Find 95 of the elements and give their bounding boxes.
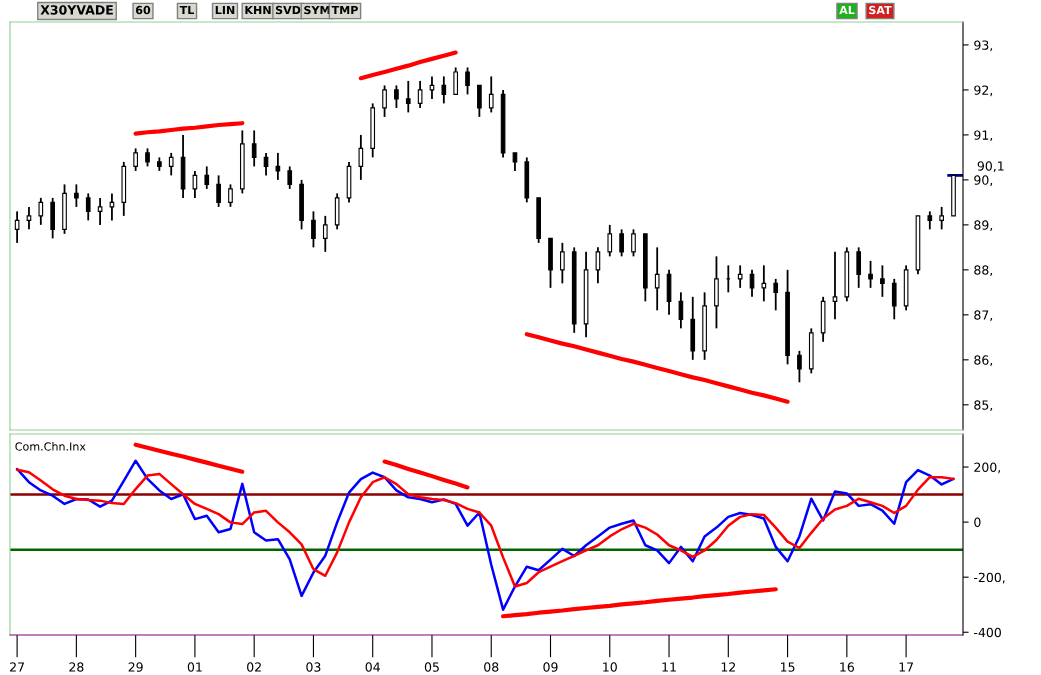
candlestick [880, 264, 885, 298]
text: KHN [245, 5, 271, 15]
y-tick-label: 92, [974, 85, 993, 97]
candlestick [488, 75, 494, 114]
candlestick [216, 174, 221, 208]
candlestick [465, 66, 470, 96]
x-tick-label: 05 [424, 662, 439, 672]
x-tick-label: 11 [662, 662, 676, 672]
x-tick-label: 16 [840, 662, 854, 672]
candlestick [595, 246, 601, 285]
candlestick [761, 264, 767, 303]
candlestick [891, 277, 897, 321]
candlestick [631, 228, 636, 258]
candlestick [856, 246, 862, 289]
candlestick [939, 205, 944, 231]
candlestick [14, 210, 20, 244]
candlestick [607, 223, 613, 258]
candlestick [394, 84, 399, 109]
chart-title: X30YVADE [40, 5, 113, 15]
candlestick [287, 165, 293, 190]
y-tick-label: 0 [974, 517, 981, 528]
x-tick-label: 10 [603, 662, 617, 672]
candlestick [560, 241, 565, 285]
candlestick [382, 84, 387, 118]
text: TL [179, 5, 195, 15]
candlestick [311, 210, 316, 249]
candlestick [749, 268, 755, 298]
x-tick-label: 03 [306, 662, 321, 672]
candlestick [678, 291, 684, 330]
y-tick-label: 91, [974, 130, 993, 142]
x-tick-label: 15 [780, 662, 795, 672]
candlestick [619, 228, 624, 258]
text: 60 [135, 5, 151, 15]
line-series [15, 459, 955, 611]
candlestick [429, 75, 435, 100]
candlestick [109, 192, 115, 222]
candlestick [358, 134, 364, 181]
candlestick [133, 147, 138, 172]
candlestick [38, 196, 44, 226]
line-series [524, 332, 790, 404]
candlestick [441, 75, 447, 105]
text: AL [839, 5, 855, 15]
text: TMP [331, 5, 358, 15]
ref-line-label: 90,1 [977, 161, 1004, 172]
candlestick [228, 183, 233, 208]
candlestick [417, 80, 423, 109]
text: SAT [869, 5, 892, 15]
x-tick-label: 17 [899, 662, 913, 672]
candlestick [74, 183, 79, 208]
candlestick [868, 259, 873, 289]
candlestick [251, 129, 257, 168]
candlestick [97, 196, 103, 226]
x-tick-label: 04 [365, 662, 380, 672]
x-tick-label: 08 [484, 662, 499, 672]
candlestick [85, 192, 91, 222]
line-series [501, 587, 778, 619]
candlestick [477, 84, 482, 118]
candlestick [832, 250, 838, 321]
x-tick-label: 28 [69, 662, 84, 672]
text: SVD [275, 5, 301, 15]
candlestick [322, 214, 328, 253]
candlestick [654, 246, 660, 312]
candlestick [405, 80, 411, 114]
candlestick [453, 66, 459, 96]
x-tick-label: 29 [128, 662, 143, 672]
candlestick [26, 205, 32, 231]
y-tick-label: 89, [974, 220, 993, 232]
y-tick-label: 200, [974, 462, 1001, 474]
y-tick-label: 85, [974, 400, 993, 412]
candlestick [275, 151, 281, 181]
candlestick [204, 165, 210, 190]
text: LIN [215, 5, 235, 15]
x-tick-label: 09 [543, 662, 558, 672]
x-tick-label: 01 [187, 662, 202, 672]
y-tick-label: 93, [974, 40, 993, 52]
line-series [15, 468, 955, 588]
line-series [133, 121, 245, 136]
y-tick-label: 88, [974, 265, 993, 277]
annotation: Com.Chn.Inx [15, 442, 86, 451]
y-tick-label: 86, [974, 355, 993, 367]
y-tick-label: -200, [974, 572, 1005, 584]
candlestick [737, 264, 743, 289]
y-tick-label: 87, [974, 310, 993, 322]
candlestick [797, 349, 802, 384]
candlestick [773, 277, 779, 312]
x-tick-label: 12 [721, 662, 736, 672]
candlestick [192, 169, 198, 199]
line-series [133, 442, 245, 474]
x-tick-label: 02 [247, 662, 261, 672]
y-tick-label: -400 [974, 627, 1001, 638]
y-tick-label: 90, [974, 175, 993, 187]
candlestick [168, 151, 174, 177]
line-series [382, 459, 470, 490]
x-tick-label: 27 [10, 662, 24, 672]
line-series [358, 50, 458, 81]
